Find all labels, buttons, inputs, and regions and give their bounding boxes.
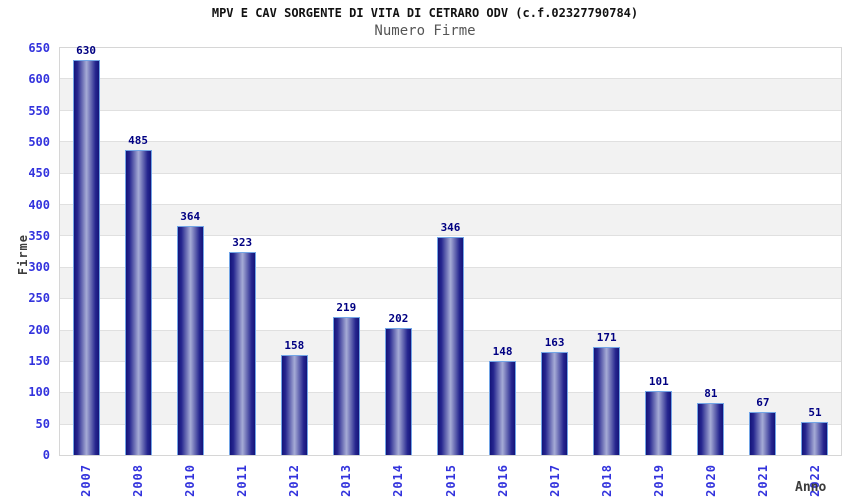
bar-value-label: 346 bbox=[440, 221, 461, 234]
x-tick-label-2019: 2019 bbox=[651, 464, 666, 497]
x-tick-label-2016: 2016 bbox=[495, 464, 510, 497]
chart-subtitle: Numero Firme bbox=[374, 23, 476, 39]
grid-band bbox=[60, 110, 841, 143]
grid-band bbox=[60, 142, 841, 174]
grid-band bbox=[60, 79, 841, 111]
y-tick-label: 550 bbox=[28, 103, 50, 118]
x-tick-label-2010: 2010 bbox=[183, 464, 198, 497]
y-tick-label: 150 bbox=[28, 354, 50, 369]
y-tick-label: 300 bbox=[28, 260, 50, 275]
bar-value-label: 148 bbox=[492, 345, 513, 358]
y-tick-label: 600 bbox=[28, 72, 50, 87]
bar-2017 bbox=[541, 352, 569, 455]
y-tick-label: 250 bbox=[28, 291, 50, 306]
bar-value-label: 364 bbox=[180, 210, 201, 223]
bar-2007 bbox=[72, 60, 100, 455]
bar-2022 bbox=[801, 422, 829, 455]
grid-band bbox=[60, 48, 841, 80]
bar-2011 bbox=[228, 252, 256, 455]
grid-band bbox=[60, 173, 841, 205]
bar-2015 bbox=[437, 237, 464, 455]
bar-2018 bbox=[593, 347, 621, 455]
x-tick-label-2021: 2021 bbox=[755, 464, 770, 497]
x-tick-label-2007: 2007 bbox=[79, 464, 94, 497]
x-tick-label-2012: 2012 bbox=[287, 464, 302, 497]
bar-2016 bbox=[489, 361, 517, 455]
x-tick-label-2013: 2013 bbox=[339, 464, 354, 497]
x-tick-label-2018: 2018 bbox=[599, 464, 614, 497]
x-axis-title: Anno bbox=[795, 480, 827, 495]
bar-2020 bbox=[697, 403, 725, 455]
bar-value-label: 67 bbox=[756, 396, 770, 409]
y-tick-label: 450 bbox=[28, 166, 50, 181]
bar-value-label: 101 bbox=[648, 375, 669, 388]
y-tick-label: 50 bbox=[35, 416, 50, 431]
y-tick-label: 200 bbox=[28, 322, 50, 337]
y-tick-label: 500 bbox=[28, 134, 50, 149]
y-tick-label: 400 bbox=[28, 197, 50, 212]
bar-2008 bbox=[124, 150, 152, 455]
y-tick-label: 350 bbox=[28, 228, 50, 243]
y-tick-label: 100 bbox=[28, 385, 50, 400]
plot-area: 630 485 364 323 158 219 202 346 148 163 171 101 81 67… bbox=[59, 44, 842, 456]
bar-value-label: 81 bbox=[704, 387, 718, 400]
bar-value-label: 485 bbox=[128, 134, 149, 147]
bar-value-label: 219 bbox=[336, 301, 357, 314]
bar-value-label: 630 bbox=[76, 44, 96, 57]
x-tick-label-2008: 2008 bbox=[131, 464, 146, 497]
bar-value-label: 163 bbox=[544, 336, 565, 349]
x-tick-label-2015: 2015 bbox=[443, 464, 458, 497]
x-tick-label-2017: 2017 bbox=[547, 464, 562, 497]
bar-2013 bbox=[332, 317, 360, 455]
bar-value-label: 51 bbox=[808, 406, 822, 419]
y-tick-label: 0 bbox=[42, 448, 50, 462]
bar-2010 bbox=[176, 226, 204, 455]
bar-2021 bbox=[749, 412, 777, 455]
bar-2019 bbox=[645, 391, 673, 455]
bar-value-label: 202 bbox=[388, 312, 409, 325]
bar-value-label: 323 bbox=[232, 236, 253, 249]
bar-value-label: 158 bbox=[284, 339, 305, 352]
bar-2012 bbox=[280, 355, 308, 455]
chart-title: MPV E CAV SORGENTE DI VITA DI CETRARO OD… bbox=[211, 6, 639, 20]
y-tick-label: 650 bbox=[28, 41, 50, 55]
x-tick-label-2011: 2011 bbox=[235, 464, 250, 497]
x-tick-label-2020: 2020 bbox=[703, 464, 718, 497]
bar-value-label: 171 bbox=[596, 331, 617, 344]
x-tick-label-2014: 2014 bbox=[391, 464, 406, 497]
bar-2014 bbox=[384, 328, 412, 455]
